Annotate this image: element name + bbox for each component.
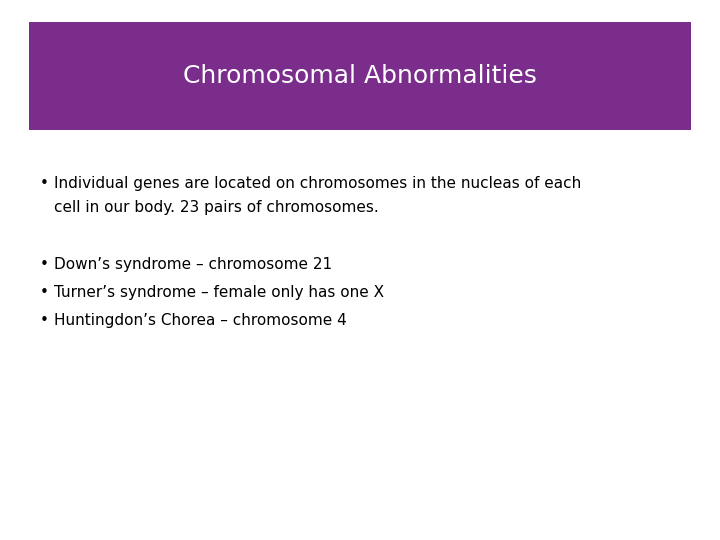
Text: •: • (40, 285, 48, 300)
FancyBboxPatch shape (29, 22, 691, 130)
Text: Individual genes are located on chromosomes in the nucleas of each: Individual genes are located on chromoso… (54, 176, 581, 191)
Text: Chromosomal Abnormalities: Chromosomal Abnormalities (183, 64, 537, 87)
Text: •: • (40, 176, 48, 191)
Text: Turner’s syndrome – female only has one X: Turner’s syndrome – female only has one … (54, 285, 384, 300)
Text: •: • (40, 313, 48, 328)
Text: cell in our body. 23 pairs of chromosomes.: cell in our body. 23 pairs of chromosome… (54, 200, 379, 215)
Text: Huntingdon’s Chorea – chromosome 4: Huntingdon’s Chorea – chromosome 4 (54, 313, 347, 328)
Text: Down’s syndrome – chromosome 21: Down’s syndrome – chromosome 21 (54, 257, 332, 272)
Text: •: • (40, 257, 48, 272)
